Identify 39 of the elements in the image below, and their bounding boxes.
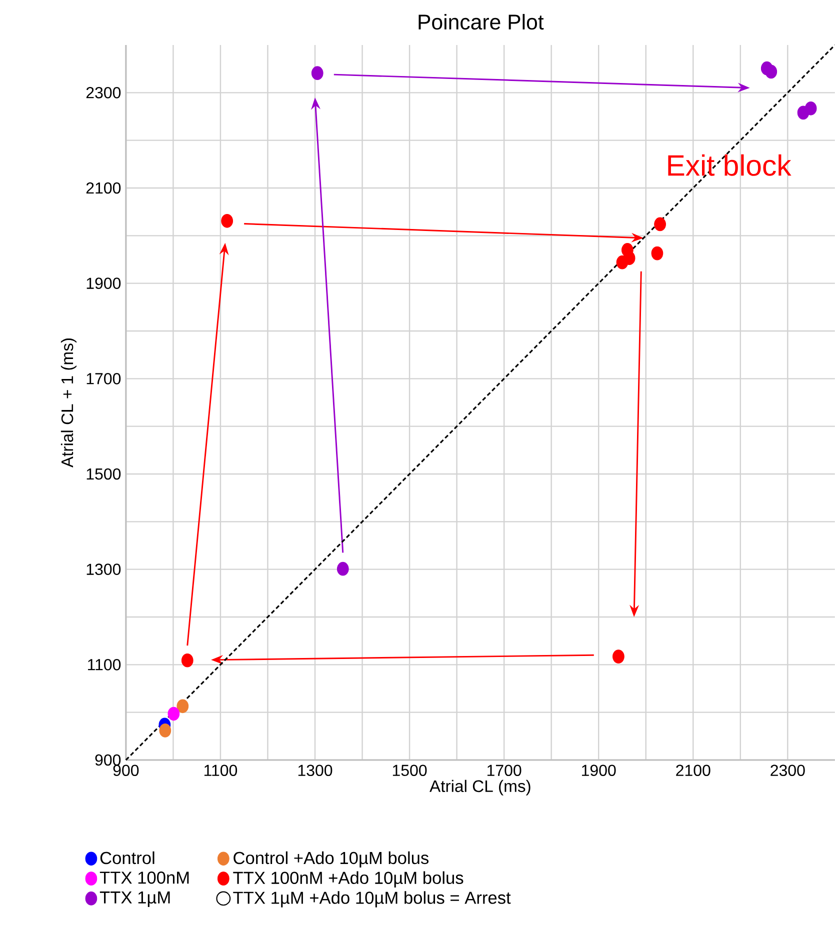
chart-title: Poincare Plot [418,14,544,30]
y-tick-label: 2100 [86,182,121,194]
y-tick-label: 900 [95,754,121,766]
point [612,650,624,664]
y-tick-label: 2300 [86,87,121,98]
x-tick-label: 1900 [582,764,616,776]
point [311,66,324,80]
y-axis-title: Atrial CL + 1 (ms) [60,338,76,468]
x-tick-label: 1700 [488,764,522,776]
x-tick-label: 1100 [204,764,238,776]
point [765,64,778,79]
y-tick-label: 1100 [88,659,121,670]
x-tick-label: 1500 [392,764,427,776]
legend-label: TTX 1µM +Ado 10µM bolus = Arrest [233,891,511,908]
legend-label: TTX 100nM [100,872,189,884]
x-axis-title: Atrial CL (ms) [430,780,530,796]
point [221,214,234,228]
legend-label: Control [100,851,154,864]
x-tick-label: 2100 [676,764,710,776]
x-tick-label: 2300 [770,764,805,776]
point [168,706,180,721]
point [181,653,194,668]
legend-label: Control +Ado 10µM bolus [234,851,429,868]
y-tick-label: 1700 [86,373,121,384]
point [336,562,349,576]
y-tick-label: 1300 [86,564,121,575]
point [651,246,664,260]
point [159,724,172,738]
x-tick-label: 1300 [298,764,332,776]
point [654,217,666,232]
y-tick-label: 1900 [86,278,121,289]
x-tick-label: 900 [113,764,139,776]
legend-label: TTX 100nM +Ado 10µM bolus [233,871,464,888]
y-tick-label: 1500 [86,468,121,480]
annotation: Exit block [668,154,792,176]
point [804,101,817,116]
point [176,699,189,714]
point [616,255,628,270]
legend-label: TTX 1µM [100,892,170,908]
